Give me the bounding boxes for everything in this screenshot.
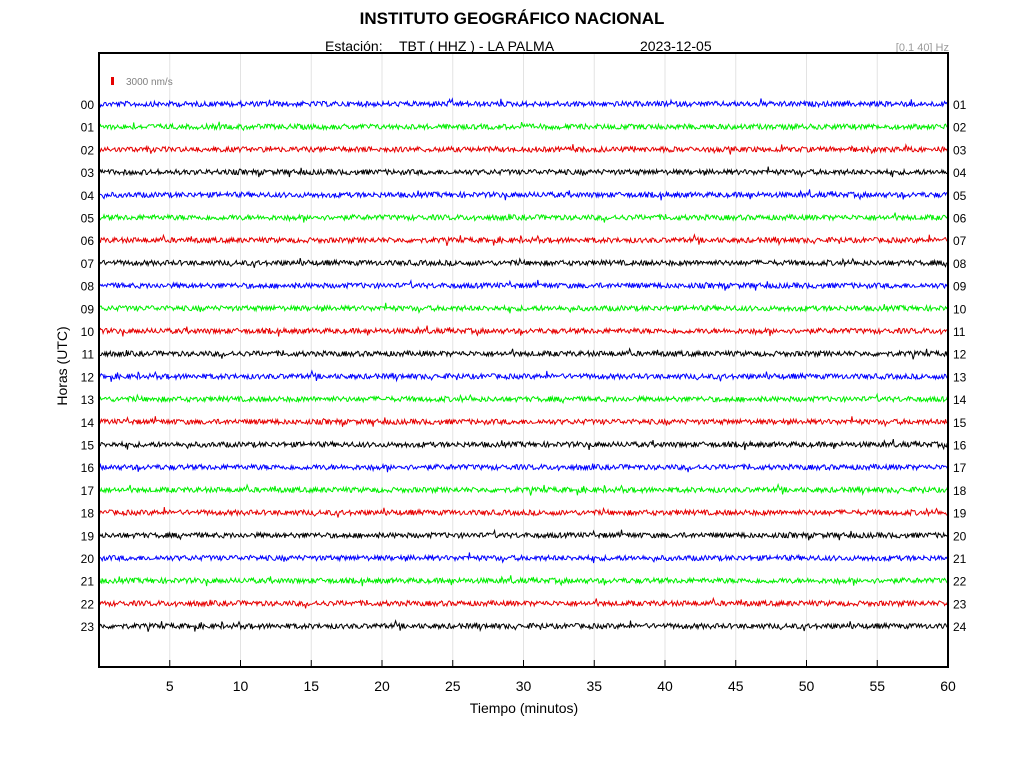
hour-label-left: 01: [81, 121, 95, 135]
station-label: Estación:: [325, 38, 383, 54]
hour-label-right: 20: [953, 529, 967, 543]
hour-label-right: 11: [953, 325, 966, 339]
x-tick-label: 10: [233, 678, 249, 694]
x-axis-label: Tiempo (minutos): [469, 700, 579, 716]
hour-label-left: 13: [81, 393, 95, 407]
filter-band-label: [0.1 40] Hz: [895, 42, 949, 54]
trace-line: [98, 528, 948, 541]
hour-label-left: 17: [81, 484, 95, 498]
hour-label-right: 17: [953, 461, 967, 475]
hour-label-left: 12: [81, 370, 95, 384]
hour-label-right: 19: [953, 507, 967, 521]
hour-label-left: 22: [81, 597, 95, 611]
x-tick-label: 30: [516, 678, 532, 694]
hour-label-left: 06: [81, 234, 95, 248]
hour-label-left: 09: [81, 302, 95, 316]
hour-label-right: 06: [953, 212, 967, 226]
trace-line: [98, 416, 948, 428]
station-value: TBT ( HHZ ) - LA PALMA: [399, 38, 555, 54]
trace-line: [98, 482, 948, 496]
hour-label-left: 05: [81, 212, 95, 226]
trace-line: [98, 233, 948, 247]
hour-label-right: 22: [953, 575, 967, 589]
x-tick-label: 50: [799, 678, 815, 694]
hour-label-right: 03: [953, 143, 967, 157]
hour-label-left: 21: [81, 575, 95, 589]
hour-label-left: 15: [81, 439, 95, 453]
trace-line: [98, 189, 948, 201]
hour-label-right: 21: [953, 552, 967, 566]
hour-label-left: 10: [81, 325, 95, 339]
date-label: 2023-12-05: [640, 38, 712, 54]
hour-label-right: 12: [953, 348, 967, 362]
hour-label-left: 00: [81, 98, 95, 112]
hour-label-right: 15: [953, 416, 967, 430]
trace-line: [98, 325, 948, 337]
hour-label-left: 08: [81, 280, 95, 294]
hour-label-left: 04: [81, 189, 95, 203]
x-tick-label: 15: [303, 678, 319, 694]
trace-line: [98, 97, 948, 109]
hour-label-left: 18: [81, 507, 95, 521]
hour-label-right: 14: [953, 393, 967, 407]
trace-line: [98, 438, 948, 451]
trace-line: [98, 392, 948, 405]
x-tick-label: 45: [728, 678, 744, 694]
scale-bar: [111, 77, 114, 85]
hour-label-right: 02: [953, 121, 967, 135]
hour-label-right: 18: [953, 484, 967, 498]
x-tick-label: 5: [166, 678, 174, 694]
hour-label-left: 16: [81, 461, 95, 475]
hour-label-right: 09: [953, 280, 967, 294]
hour-label-right: 23: [953, 597, 967, 611]
trace-line: [98, 347, 948, 360]
hour-label-left: 23: [81, 620, 95, 634]
hour-label-left: 19: [81, 529, 95, 543]
trace-line: [98, 212, 948, 223]
trace-line: [99, 121, 948, 132]
hour-label-right: 08: [953, 257, 967, 271]
hour-label-left: 07: [81, 257, 95, 271]
trace-line: [98, 552, 948, 564]
hour-label-left: 02: [81, 143, 95, 157]
scale-bar-label: 3000 nm/s: [126, 77, 173, 88]
trace-line: [98, 575, 948, 587]
x-tick-label: 60: [940, 678, 956, 694]
trace-line: [98, 619, 948, 633]
x-tick-label: 55: [869, 678, 885, 694]
x-tick-label: 25: [445, 678, 461, 694]
trace-line: [98, 506, 948, 518]
hour-label-right: 10: [953, 302, 967, 316]
hour-label-left: 20: [81, 552, 95, 566]
hour-label-right: 24: [953, 620, 967, 634]
trace-line: [98, 143, 948, 155]
trace-line: [98, 257, 948, 268]
x-tick-label: 35: [586, 678, 602, 694]
hour-label-left: 11: [82, 348, 95, 362]
trace-line: [98, 166, 948, 178]
trace-line: [98, 369, 948, 383]
hour-label-right: 07: [953, 234, 967, 248]
trace-line: [98, 302, 948, 315]
hour-label-right: 01: [953, 98, 967, 112]
trace-line: [98, 596, 948, 609]
x-tick-label: 40: [657, 678, 673, 694]
plot-frame: [98, 52, 949, 668]
trace-line: [98, 278, 948, 291]
hour-label-right: 16: [953, 439, 967, 453]
x-tick-label: 20: [374, 678, 390, 694]
hour-label-right: 04: [953, 166, 967, 180]
trace-line: [98, 462, 948, 473]
page-title: INSTITUTO GEOGRÁFICO NACIONAL: [359, 9, 665, 28]
hour-label-left: 14: [81, 416, 95, 430]
hour-label-right: 05: [953, 189, 967, 203]
hour-label-left: 03: [81, 166, 95, 180]
hour-label-right: 13: [953, 370, 967, 384]
